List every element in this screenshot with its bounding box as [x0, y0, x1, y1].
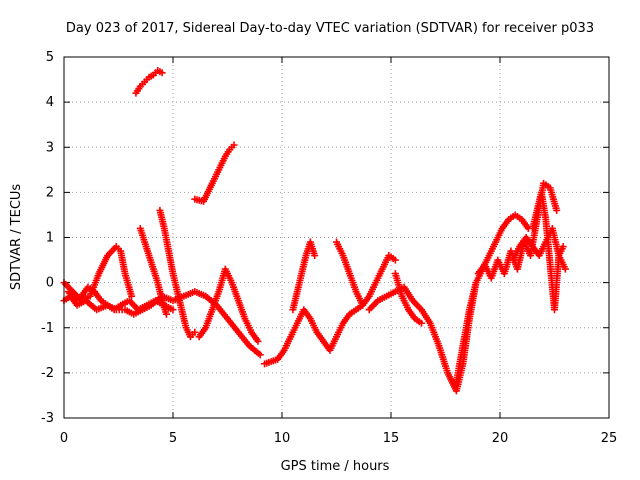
- data-point: [162, 310, 170, 318]
- data-point: [158, 69, 166, 77]
- series-trace-7: [156, 206, 199, 341]
- x-tick-label: 20: [492, 431, 509, 446]
- series-trace-17: [509, 224, 569, 273]
- series-trace-14: [452, 211, 532, 386]
- x-tick-label: 25: [601, 431, 618, 446]
- data-point: [311, 252, 319, 260]
- data-point: [418, 319, 426, 327]
- data-point: [391, 256, 399, 264]
- data-point: [191, 328, 199, 336]
- series-trace-4: [132, 67, 166, 97]
- data-point: [230, 141, 238, 149]
- data-point: [553, 206, 561, 214]
- y-tick-label: -2: [41, 366, 54, 381]
- y-tick-label: 2: [46, 185, 54, 200]
- y-tick-label: 5: [46, 50, 54, 65]
- series-trace-13: [391, 270, 426, 327]
- data-point: [254, 337, 262, 345]
- data-point: [559, 243, 567, 251]
- series-trace-5: [191, 141, 238, 205]
- data-point: [128, 292, 136, 300]
- y-tick-label: -3: [41, 411, 54, 426]
- series-trace-11: [333, 238, 399, 309]
- chart-title: Day 023 of 2017, Sidereal Day-to-day VTE…: [66, 21, 594, 36]
- grid: [64, 57, 609, 418]
- series-trace-6: [136, 224, 170, 318]
- plot-frame: [63, 56, 610, 419]
- x-axis-label: GPS time / hours: [281, 459, 390, 474]
- y-tick-label: -1: [41, 321, 54, 336]
- x-tick-label: 5: [169, 431, 177, 446]
- series-trace-9: [261, 301, 367, 368]
- y-tick-label: 1: [46, 231, 54, 246]
- y-tick-label: 3: [46, 140, 54, 155]
- x-tick-label: 15: [383, 431, 400, 446]
- data-point: [561, 265, 569, 273]
- data-points: [60, 67, 569, 395]
- x-tick-label: 0: [60, 431, 68, 446]
- y-tick-label: 0: [46, 276, 54, 291]
- data-point: [256, 351, 264, 359]
- series-trace-8: [195, 265, 262, 345]
- x-tick-label: 10: [274, 431, 291, 446]
- series-trace-16: [529, 188, 567, 314]
- y-axis-label: SDTVAR / TECUs: [9, 184, 24, 291]
- series-trace-10: [289, 238, 319, 314]
- data-point: [169, 306, 177, 314]
- y-tick-label: 4: [46, 95, 54, 110]
